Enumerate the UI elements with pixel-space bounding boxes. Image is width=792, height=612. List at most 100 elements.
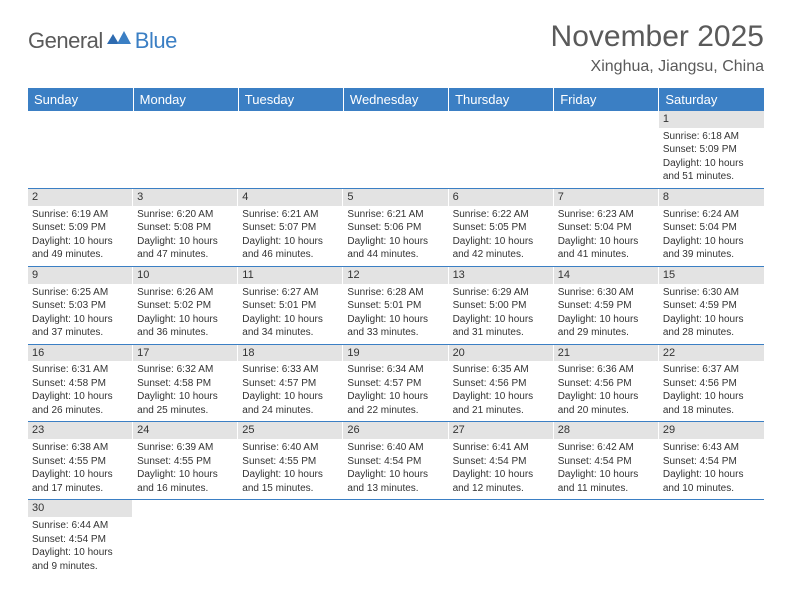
calendar-day-cell: 20Sunrise: 6:35 AMSunset: 4:56 PMDayligh… — [449, 344, 554, 422]
day-number — [238, 500, 343, 517]
calendar-day-cell: 5Sunrise: 6:21 AMSunset: 5:06 PMDaylight… — [343, 188, 448, 266]
sunset-text: Sunset: 5:05 PM — [453, 221, 550, 235]
day-details: Sunrise: 6:41 AMSunset: 4:54 PMDaylight:… — [449, 439, 554, 499]
day-number — [238, 111, 343, 128]
calendar-day-cell — [343, 111, 448, 188]
sunrise-text: Sunrise: 6:21 AM — [347, 208, 444, 222]
day-details: Sunrise: 6:22 AMSunset: 5:05 PMDaylight:… — [449, 206, 554, 266]
daylight-text: Daylight: 10 hours and 11 minutes. — [558, 468, 655, 495]
daylight-text: Daylight: 10 hours and 22 minutes. — [347, 390, 444, 417]
sunrise-text: Sunrise: 6:37 AM — [663, 363, 760, 377]
day-number: 13 — [449, 267, 554, 284]
day-details: Sunrise: 6:24 AMSunset: 5:04 PMDaylight:… — [659, 206, 764, 266]
daylight-text: Daylight: 10 hours and 41 minutes. — [558, 235, 655, 262]
calendar-day-cell — [238, 500, 343, 577]
sunrise-text: Sunrise: 6:36 AM — [558, 363, 655, 377]
day-details: Sunrise: 6:32 AMSunset: 4:58 PMDaylight:… — [133, 361, 238, 421]
day-number — [343, 111, 448, 128]
daylight-text: Daylight: 10 hours and 47 minutes. — [137, 235, 234, 262]
day-details: Sunrise: 6:28 AMSunset: 5:01 PMDaylight:… — [343, 284, 448, 344]
daylight-text: Daylight: 10 hours and 24 minutes. — [242, 390, 339, 417]
day-details: Sunrise: 6:34 AMSunset: 4:57 PMDaylight:… — [343, 361, 448, 421]
calendar-day-cell: 26Sunrise: 6:40 AMSunset: 4:54 PMDayligh… — [343, 422, 448, 500]
calendar-week-row: 1Sunrise: 6:18 AMSunset: 5:09 PMDaylight… — [28, 111, 764, 188]
day-number: 22 — [659, 345, 764, 362]
day-number: 7 — [554, 189, 659, 206]
calendar-day-cell: 19Sunrise: 6:34 AMSunset: 4:57 PMDayligh… — [343, 344, 448, 422]
day-details: Sunrise: 6:33 AMSunset: 4:57 PMDaylight:… — [238, 361, 343, 421]
sunrise-text: Sunrise: 6:44 AM — [32, 519, 129, 533]
day-details: Sunrise: 6:29 AMSunset: 5:00 PMDaylight:… — [449, 284, 554, 344]
sunset-text: Sunset: 5:00 PM — [453, 299, 550, 313]
day-number — [554, 500, 659, 517]
weekday-header-row: Sunday Monday Tuesday Wednesday Thursday… — [28, 88, 764, 111]
daylight-text: Daylight: 10 hours and 9 minutes. — [32, 546, 129, 573]
calendar-day-cell: 24Sunrise: 6:39 AMSunset: 4:55 PMDayligh… — [133, 422, 238, 500]
daylight-text: Daylight: 10 hours and 10 minutes. — [663, 468, 760, 495]
day-details: Sunrise: 6:40 AMSunset: 4:55 PMDaylight:… — [238, 439, 343, 499]
daylight-text: Daylight: 10 hours and 18 minutes. — [663, 390, 760, 417]
daylight-text: Daylight: 10 hours and 28 minutes. — [663, 313, 760, 340]
calendar-week-row: 30Sunrise: 6:44 AMSunset: 4:54 PMDayligh… — [28, 500, 764, 577]
day-details: Sunrise: 6:23 AMSunset: 5:04 PMDaylight:… — [554, 206, 659, 266]
calendar-table: Sunday Monday Tuesday Wednesday Thursday… — [28, 88, 764, 577]
calendar-week-row: 16Sunrise: 6:31 AMSunset: 4:58 PMDayligh… — [28, 344, 764, 422]
sunrise-text: Sunrise: 6:38 AM — [32, 441, 129, 455]
calendar-day-cell — [238, 111, 343, 188]
day-number: 2 — [28, 189, 133, 206]
daylight-text: Daylight: 10 hours and 51 minutes. — [663, 157, 760, 184]
sunrise-text: Sunrise: 6:21 AM — [242, 208, 339, 222]
daylight-text: Daylight: 10 hours and 13 minutes. — [347, 468, 444, 495]
sunrise-text: Sunrise: 6:29 AM — [453, 286, 550, 300]
calendar-day-cell — [28, 111, 133, 188]
sunrise-text: Sunrise: 6:42 AM — [558, 441, 655, 455]
sunrise-text: Sunrise: 6:40 AM — [347, 441, 444, 455]
sunset-text: Sunset: 4:54 PM — [347, 455, 444, 469]
day-number: 16 — [28, 345, 133, 362]
daylight-text: Daylight: 10 hours and 49 minutes. — [32, 235, 129, 262]
weekday-header: Tuesday — [238, 88, 343, 111]
sunrise-text: Sunrise: 6:40 AM — [242, 441, 339, 455]
sunrise-text: Sunrise: 6:30 AM — [663, 286, 760, 300]
daylight-text: Daylight: 10 hours and 12 minutes. — [453, 468, 550, 495]
day-number: 12 — [343, 267, 448, 284]
sunset-text: Sunset: 4:58 PM — [137, 377, 234, 391]
sunset-text: Sunset: 4:58 PM — [32, 377, 129, 391]
daylight-text: Daylight: 10 hours and 46 minutes. — [242, 235, 339, 262]
sunset-text: Sunset: 5:08 PM — [137, 221, 234, 235]
day-number: 6 — [449, 189, 554, 206]
calendar-day-cell: 2Sunrise: 6:19 AMSunset: 5:09 PMDaylight… — [28, 188, 133, 266]
sunrise-text: Sunrise: 6:32 AM — [137, 363, 234, 377]
weekday-header: Thursday — [449, 88, 554, 111]
logo-text-general: General — [28, 28, 103, 54]
calendar-day-cell — [554, 500, 659, 577]
calendar-day-cell — [554, 111, 659, 188]
sunset-text: Sunset: 4:56 PM — [453, 377, 550, 391]
day-details: Sunrise: 6:26 AMSunset: 5:02 PMDaylight:… — [133, 284, 238, 344]
day-number: 24 — [133, 422, 238, 439]
weekday-header: Friday — [554, 88, 659, 111]
calendar-day-cell — [449, 111, 554, 188]
day-details: Sunrise: 6:18 AMSunset: 5:09 PMDaylight:… — [659, 128, 764, 188]
day-number — [449, 111, 554, 128]
daylight-text: Daylight: 10 hours and 37 minutes. — [32, 313, 129, 340]
day-details: Sunrise: 6:40 AMSunset: 4:54 PMDaylight:… — [343, 439, 448, 499]
sunset-text: Sunset: 4:56 PM — [558, 377, 655, 391]
sunset-text: Sunset: 4:59 PM — [558, 299, 655, 313]
month-title: November 2025 — [551, 20, 764, 54]
day-number: 28 — [554, 422, 659, 439]
calendar-day-cell — [133, 111, 238, 188]
sunset-text: Sunset: 4:57 PM — [347, 377, 444, 391]
calendar-day-cell: 30Sunrise: 6:44 AMSunset: 4:54 PMDayligh… — [28, 500, 133, 577]
day-details: Sunrise: 6:21 AMSunset: 5:06 PMDaylight:… — [343, 206, 448, 266]
sunset-text: Sunset: 5:09 PM — [32, 221, 129, 235]
day-number — [659, 500, 764, 517]
day-details: Sunrise: 6:44 AMSunset: 4:54 PMDaylight:… — [28, 517, 133, 577]
daylight-text: Daylight: 10 hours and 26 minutes. — [32, 390, 129, 417]
day-details: Sunrise: 6:37 AMSunset: 4:56 PMDaylight:… — [659, 361, 764, 421]
title-block: November 2025 Xinghua, Jiangsu, China — [551, 20, 764, 76]
day-number: 20 — [449, 345, 554, 362]
day-number: 5 — [343, 189, 448, 206]
sunset-text: Sunset: 5:09 PM — [663, 143, 760, 157]
sunrise-text: Sunrise: 6:35 AM — [453, 363, 550, 377]
